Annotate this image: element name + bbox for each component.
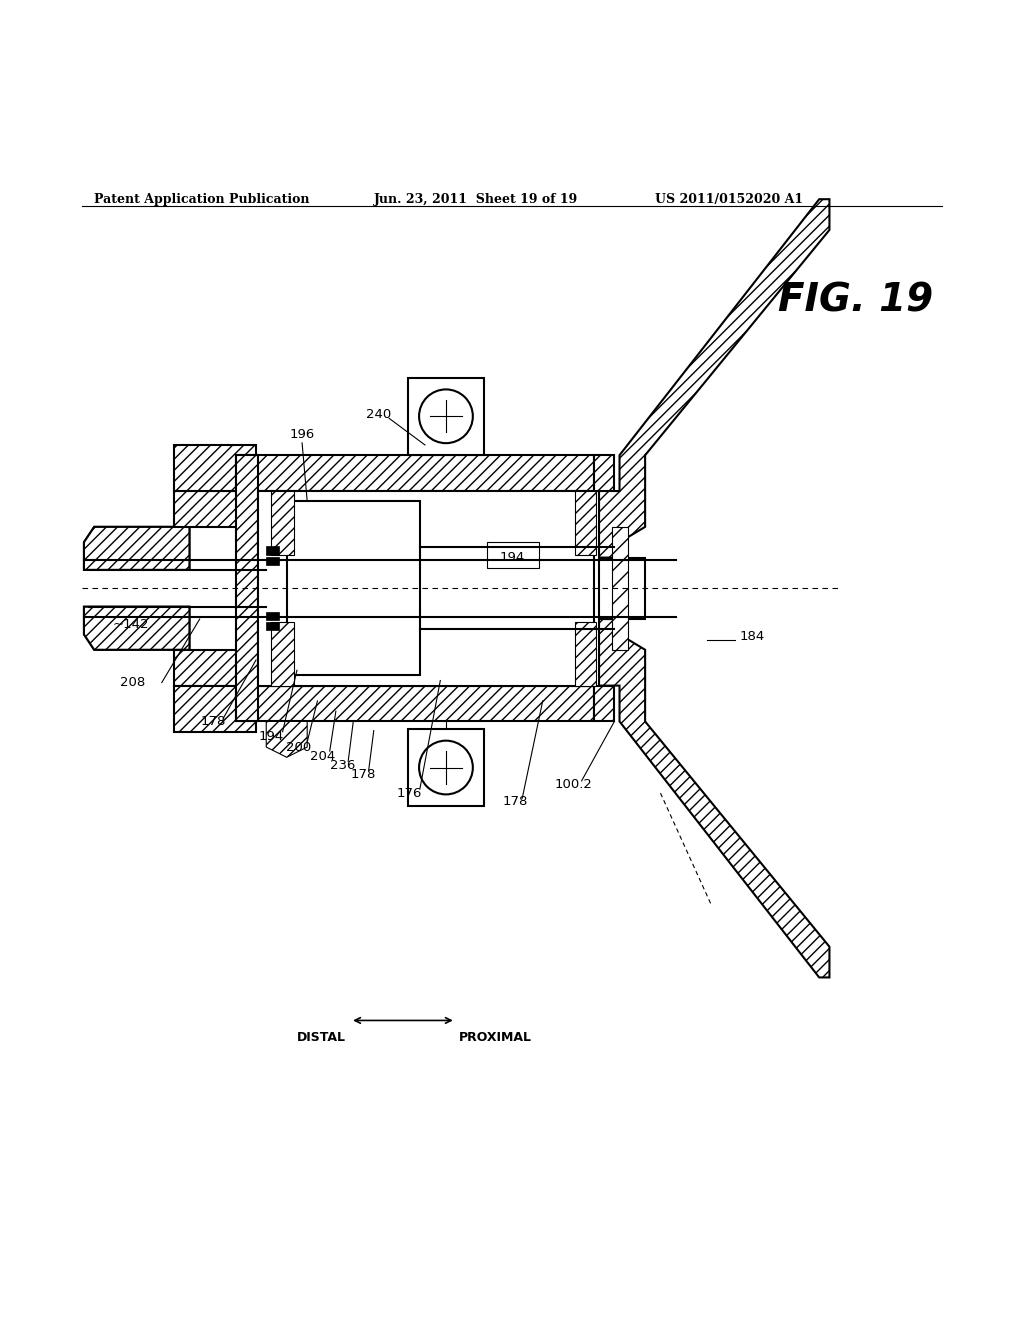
- Text: 200: 200: [287, 741, 311, 754]
- Polygon shape: [599, 199, 829, 557]
- Polygon shape: [594, 685, 614, 722]
- Polygon shape: [236, 455, 258, 722]
- Bar: [266, 622, 279, 631]
- Text: ~142: ~142: [113, 618, 150, 631]
- Polygon shape: [575, 491, 596, 554]
- Text: 178: 178: [503, 795, 527, 808]
- Text: 194: 194: [500, 552, 524, 564]
- Bar: [599, 557, 645, 619]
- Polygon shape: [174, 445, 256, 491]
- Text: Jun. 23, 2011  Sheet 19 of 19: Jun. 23, 2011 Sheet 19 of 19: [374, 193, 578, 206]
- Polygon shape: [84, 607, 189, 649]
- Polygon shape: [575, 622, 596, 685]
- Text: PROXIMAL: PROXIMAL: [459, 1031, 531, 1044]
- Text: 208: 208: [121, 676, 145, 689]
- Bar: [487, 543, 539, 568]
- Text: DISTAL: DISTAL: [297, 1031, 346, 1044]
- Polygon shape: [174, 649, 241, 685]
- Polygon shape: [84, 527, 189, 570]
- Polygon shape: [236, 685, 594, 722]
- Text: FIG. 19: FIG. 19: [778, 281, 933, 319]
- Bar: [258, 491, 594, 685]
- Polygon shape: [236, 455, 594, 491]
- Polygon shape: [84, 527, 189, 570]
- Text: 204: 204: [310, 750, 335, 763]
- Polygon shape: [271, 622, 294, 685]
- Bar: [266, 612, 279, 620]
- Text: 100.2: 100.2: [555, 779, 592, 792]
- Text: 178: 178: [201, 715, 225, 727]
- Text: 236: 236: [331, 759, 355, 772]
- Text: 240: 240: [367, 408, 391, 421]
- Bar: [612, 527, 628, 649]
- Text: Patent Application Publication: Patent Application Publication: [94, 193, 309, 206]
- Text: 184: 184: [740, 630, 765, 643]
- Polygon shape: [271, 491, 294, 554]
- Text: 196: 196: [290, 428, 314, 441]
- Bar: [408, 378, 484, 454]
- Bar: [266, 546, 279, 554]
- Circle shape: [419, 741, 473, 795]
- Text: 194: 194: [259, 730, 284, 743]
- Circle shape: [419, 389, 473, 444]
- Text: 178: 178: [351, 768, 376, 781]
- Text: US 2011/0152020 A1: US 2011/0152020 A1: [655, 193, 804, 206]
- Polygon shape: [174, 685, 256, 731]
- Polygon shape: [266, 722, 307, 758]
- Text: 176: 176: [397, 787, 422, 800]
- Bar: [408, 729, 484, 807]
- Polygon shape: [84, 607, 189, 649]
- Polygon shape: [594, 455, 614, 491]
- Bar: [266, 557, 279, 565]
- Polygon shape: [599, 619, 829, 977]
- Bar: [287, 502, 420, 676]
- Polygon shape: [174, 491, 241, 527]
